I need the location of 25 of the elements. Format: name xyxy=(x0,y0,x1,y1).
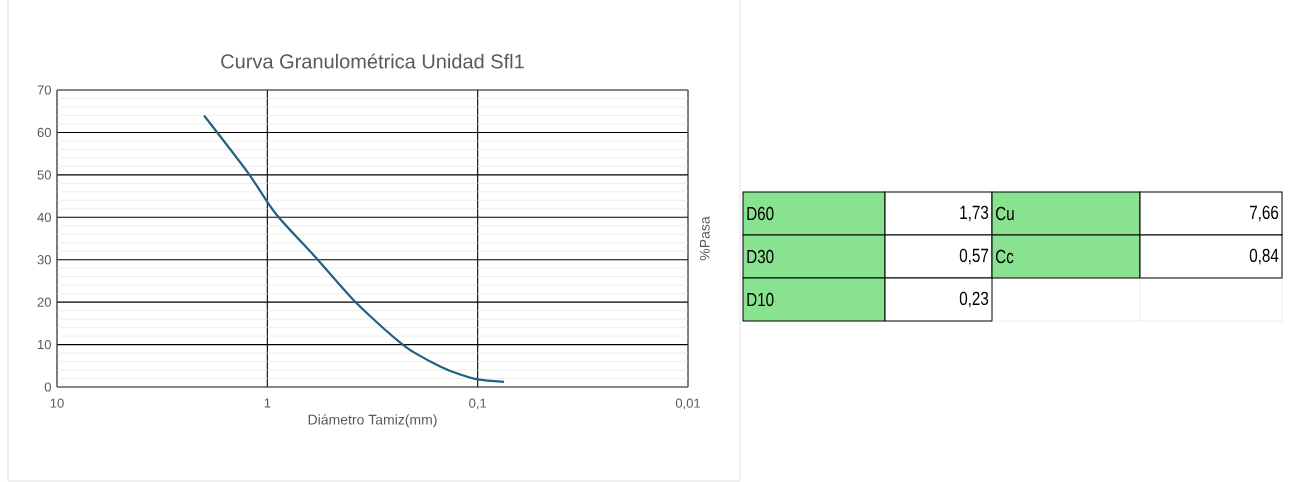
x-tick-label: 10 xyxy=(50,398,64,408)
x-axis-title: Diámetro Tamiz(mm) xyxy=(308,414,437,428)
x-tick-label: 0,01 xyxy=(675,398,701,410)
text: Cc xyxy=(995,249,1014,264)
y-axis-title: %Pasa xyxy=(699,216,710,261)
y-tick-label: 60 xyxy=(37,127,51,138)
text: D10 xyxy=(747,292,774,307)
y-tick-label: 0 xyxy=(44,382,51,392)
y-tick-label: 20 xyxy=(37,297,51,307)
y-tick-label: 30 xyxy=(37,255,51,265)
text: Cu xyxy=(995,206,1014,221)
y-tick-label: 70 xyxy=(37,85,51,95)
x-tick-label: 0,1 xyxy=(469,398,487,410)
text: 0,84 xyxy=(1249,248,1279,265)
text: D60 xyxy=(747,206,774,221)
x-tick-label: 1 xyxy=(264,398,271,408)
text: 0,23 xyxy=(959,291,989,308)
text: 1,73 xyxy=(960,205,989,222)
text: 7,66 xyxy=(1250,205,1279,222)
text: 0,57 xyxy=(959,248,989,265)
text: D30 xyxy=(747,249,774,264)
y-tick-label: 40 xyxy=(37,212,51,222)
chart-title: Curva Granulométrica Unidad Sfl1 xyxy=(221,53,524,69)
y-tick-label: 50 xyxy=(37,170,51,180)
y-tick-label: 10 xyxy=(38,339,51,350)
